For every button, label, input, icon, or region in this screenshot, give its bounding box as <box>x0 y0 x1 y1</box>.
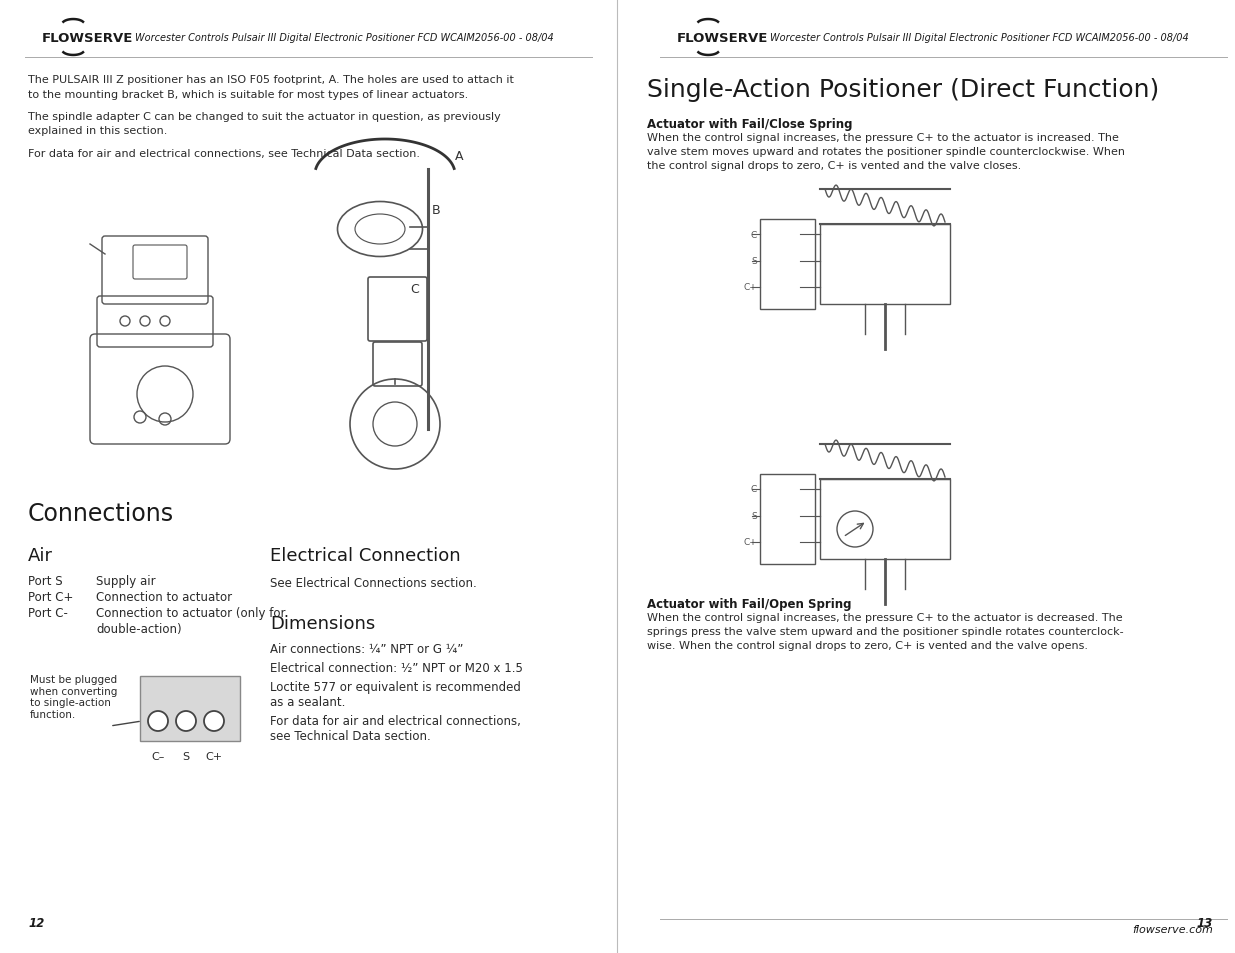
Text: A: A <box>454 150 463 163</box>
Text: The PULSAIR III Z positioner has an ISO F05 footprint, A. The holes are used to : The PULSAIR III Z positioner has an ISO … <box>28 75 514 85</box>
Text: FLOWSERVE: FLOWSERVE <box>42 31 133 45</box>
Text: FLOWSERVE: FLOWSERVE <box>677 31 768 45</box>
Text: For data for air and electrical connections,: For data for air and electrical connecti… <box>270 714 521 727</box>
Bar <box>820 479 950 559</box>
Text: C: C <box>751 231 757 239</box>
Text: Dimensions: Dimensions <box>270 615 375 633</box>
Text: Connection to actuator (only for: Connection to actuator (only for <box>96 606 285 619</box>
Text: wise. When the control signal drops to zero, C+ is vented and the valve opens.: wise. When the control signal drops to z… <box>647 640 1088 650</box>
Text: C+: C+ <box>205 751 222 761</box>
Text: B: B <box>432 203 441 216</box>
Text: Port S: Port S <box>28 575 63 587</box>
Circle shape <box>148 711 168 731</box>
Bar <box>760 475 815 564</box>
Circle shape <box>177 711 196 731</box>
Text: Air connections: ¼” NPT or G ¼”: Air connections: ¼” NPT or G ¼” <box>270 642 463 656</box>
Text: Actuator with Fail/Close Spring: Actuator with Fail/Close Spring <box>647 118 852 131</box>
Text: to the mounting bracket B, which is suitable for most types of linear actuators.: to the mounting bracket B, which is suit… <box>28 90 468 99</box>
Text: springs press the valve stem upward and the positioner spindle rotates countercl: springs press the valve stem upward and … <box>647 626 1124 637</box>
Text: C–: C– <box>152 751 164 761</box>
Text: S: S <box>751 512 757 521</box>
Text: Port C-: Port C- <box>28 606 68 619</box>
Text: C+: C+ <box>743 283 757 293</box>
Text: C: C <box>751 485 757 494</box>
Text: valve stem moves upward and rotates the positioner spindle counterclockwise. Whe: valve stem moves upward and rotates the … <box>647 147 1125 157</box>
Text: The spindle adapter C can be changed to suit the actuator in question, as previo: The spindle adapter C can be changed to … <box>28 112 500 122</box>
Bar <box>140 677 240 741</box>
Text: See Electrical Connections section.: See Electrical Connections section. <box>270 577 477 589</box>
Text: S: S <box>751 257 757 266</box>
Text: C: C <box>410 283 419 296</box>
Text: When the control signal increases, the pressure C+ to the actuator is decreased.: When the control signal increases, the p… <box>647 613 1123 622</box>
Text: Port C+: Port C+ <box>28 590 73 603</box>
Bar <box>820 225 950 305</box>
Text: Connection to actuator: Connection to actuator <box>96 590 232 603</box>
Text: Must be plugged
when converting
to single-action
function.: Must be plugged when converting to singl… <box>30 675 117 720</box>
Text: the control signal drops to zero, C+ is vented and the valve closes.: the control signal drops to zero, C+ is … <box>647 161 1021 171</box>
Text: as a sealant.: as a sealant. <box>270 696 346 708</box>
Text: Supply air: Supply air <box>96 575 156 587</box>
Text: 12: 12 <box>28 916 44 929</box>
Text: Air: Air <box>28 546 53 564</box>
Text: Electrical connection: ½” NPT or M20 x 1.5: Electrical connection: ½” NPT or M20 x 1… <box>270 661 522 675</box>
Text: S: S <box>183 751 189 761</box>
Text: Worcester Controls Pulsair III Digital Electronic Positioner FCD WCAIM2056-00 - : Worcester Controls Pulsair III Digital E… <box>769 33 1189 43</box>
Text: C+: C+ <box>743 537 757 547</box>
Circle shape <box>204 711 224 731</box>
Text: Electrical Connection: Electrical Connection <box>270 546 461 564</box>
Text: When the control signal increases, the pressure C+ to the actuator is increased.: When the control signal increases, the p… <box>647 132 1119 143</box>
Text: Connections: Connections <box>28 501 174 525</box>
Text: flowserve.com: flowserve.com <box>1132 924 1213 934</box>
Bar <box>760 220 815 310</box>
Text: Loctite 577 or equivalent is recommended: Loctite 577 or equivalent is recommended <box>270 680 521 693</box>
Text: Single-Action Positioner (Direct Function): Single-Action Positioner (Direct Functio… <box>647 78 1160 102</box>
Text: see Technical Data section.: see Technical Data section. <box>270 729 431 742</box>
Text: Actuator with Fail/Open Spring: Actuator with Fail/Open Spring <box>647 598 851 610</box>
Text: 13: 13 <box>1197 916 1213 929</box>
Text: Worcester Controls Pulsair III Digital Electronic Positioner FCD WCAIM2056-00 - : Worcester Controls Pulsair III Digital E… <box>135 33 553 43</box>
Text: explained in this section.: explained in this section. <box>28 127 168 136</box>
Text: For data for air and electrical connections, see Technical Data section.: For data for air and electrical connecti… <box>28 149 420 159</box>
Text: double-action): double-action) <box>96 622 182 636</box>
